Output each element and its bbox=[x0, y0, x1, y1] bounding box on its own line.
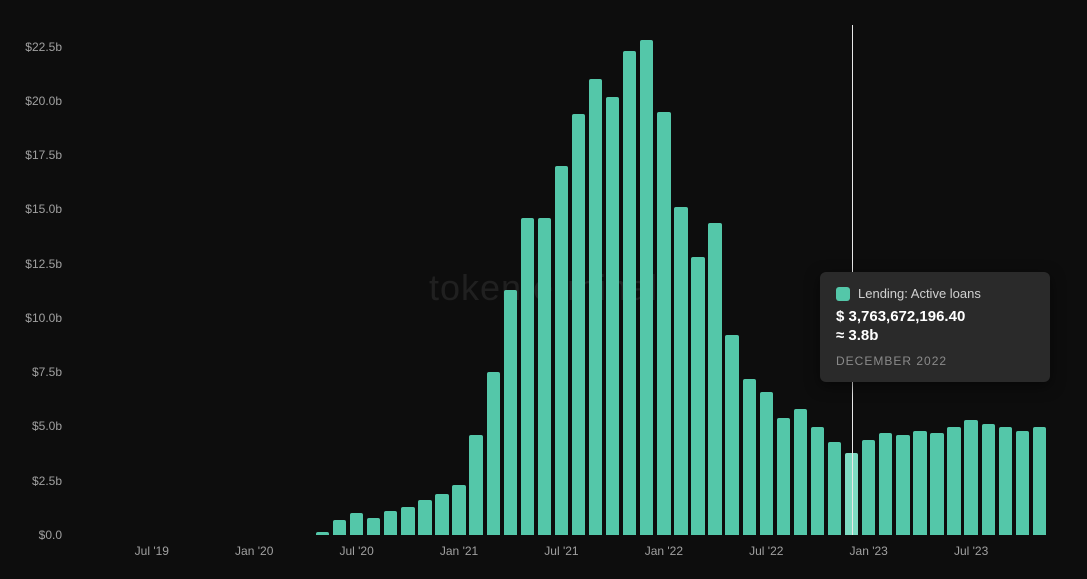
bar[interactable] bbox=[504, 290, 517, 535]
bar[interactable] bbox=[708, 223, 721, 536]
bar[interactable] bbox=[930, 433, 943, 535]
y-tick-label: $15.0b bbox=[25, 202, 62, 216]
bar[interactable] bbox=[538, 218, 551, 535]
bar[interactable] bbox=[640, 40, 653, 535]
bar[interactable] bbox=[794, 409, 807, 535]
bar[interactable] bbox=[896, 435, 909, 535]
bar[interactable] bbox=[572, 114, 585, 535]
bar[interactable] bbox=[947, 427, 960, 536]
bar[interactable] bbox=[828, 442, 841, 535]
tooltip-value-exact: $ 3,763,672,196.40 bbox=[836, 307, 1034, 327]
y-tick-label: $5.0b bbox=[32, 419, 62, 433]
bar[interactable] bbox=[691, 257, 704, 535]
bar[interactable] bbox=[435, 494, 448, 535]
y-tick-label: $17.5b bbox=[25, 148, 62, 162]
y-tick-label: $20.0b bbox=[25, 94, 62, 108]
x-tick-label: Jan '23 bbox=[850, 544, 888, 558]
bar[interactable] bbox=[487, 372, 500, 535]
y-tick-label: $7.5b bbox=[32, 365, 62, 379]
bar[interactable] bbox=[367, 518, 380, 535]
x-tick-label: Jan '22 bbox=[645, 544, 683, 558]
bar[interactable] bbox=[418, 500, 431, 535]
tooltip-value-approx: ≈ 3.8b bbox=[836, 327, 1034, 344]
bar[interactable] bbox=[811, 427, 824, 536]
bar[interactable] bbox=[623, 51, 636, 535]
bar[interactable] bbox=[964, 420, 977, 535]
y-tick-label: $22.5b bbox=[25, 40, 62, 54]
bar[interactable] bbox=[725, 335, 738, 535]
bar[interactable] bbox=[760, 392, 773, 535]
bar[interactable] bbox=[333, 520, 346, 535]
bar[interactable] bbox=[982, 424, 995, 535]
bar[interactable] bbox=[999, 427, 1012, 536]
x-axis: Jul '19 Jan '20 Jul '20 Jan '21 Jul '21 Jan '… bbox=[75, 540, 1065, 570]
bar[interactable] bbox=[879, 433, 892, 535]
x-tick-label: Jan '21 bbox=[440, 544, 478, 558]
bar[interactable] bbox=[469, 435, 482, 535]
x-tick-label: Jul '21 bbox=[544, 544, 578, 558]
bar[interactable] bbox=[401, 507, 414, 535]
bar[interactable] bbox=[606, 97, 619, 535]
bar[interactable] bbox=[862, 440, 875, 535]
bar[interactable] bbox=[674, 207, 687, 535]
tooltip-date: DECEMBER 2022 bbox=[836, 354, 1034, 368]
y-tick-label: $10.0b bbox=[25, 311, 62, 325]
bar[interactable] bbox=[1016, 431, 1029, 535]
x-tick-label: Jul '19 bbox=[135, 544, 169, 558]
bar[interactable] bbox=[452, 485, 465, 535]
bar[interactable] bbox=[350, 513, 363, 535]
x-tick-label: Jan '20 bbox=[235, 544, 273, 558]
y-tick-label: $12.5b bbox=[25, 257, 62, 271]
chart-container: tokenterminal $0.0$2.5b$5.0b$7.5b$10.0b$… bbox=[0, 0, 1087, 579]
bar[interactable] bbox=[743, 379, 756, 535]
y-tick-label: $2.5b bbox=[32, 474, 62, 488]
tooltip-swatch bbox=[836, 287, 850, 301]
y-tick-label: $0.0 bbox=[39, 528, 62, 542]
bar[interactable] bbox=[589, 79, 602, 535]
x-tick-label: Jul '22 bbox=[749, 544, 783, 558]
bar[interactable] bbox=[777, 418, 790, 535]
y-axis: $0.0$2.5b$5.0b$7.5b$10.0b$12.5b$15.0b$17… bbox=[0, 25, 70, 535]
x-tick-label: Jul '23 bbox=[954, 544, 988, 558]
bar[interactable] bbox=[384, 511, 397, 535]
x-tick-label: Jul '20 bbox=[339, 544, 373, 558]
bar[interactable] bbox=[316, 532, 329, 535]
tooltip: Lending: Active loans $ 3,763,672,196.40… bbox=[820, 272, 1050, 382]
bar[interactable] bbox=[913, 431, 926, 535]
bar[interactable] bbox=[521, 218, 534, 535]
bar[interactable] bbox=[555, 166, 568, 535]
bar[interactable] bbox=[1033, 427, 1046, 536]
bar[interactable] bbox=[657, 112, 670, 535]
tooltip-series-label: Lending: Active loans bbox=[858, 286, 981, 301]
